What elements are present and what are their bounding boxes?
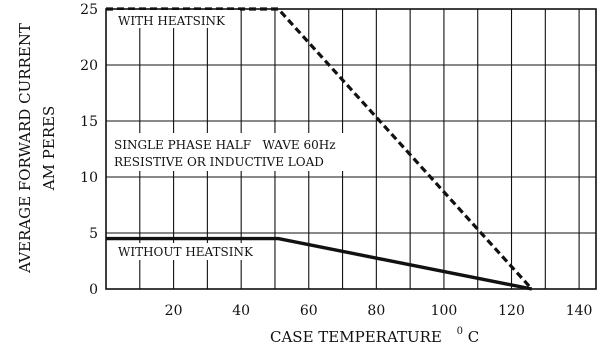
y-tick-label: 5: [89, 226, 98, 242]
annotation-bg: [110, 133, 370, 171]
y-axis-title-line-2: AM PERES: [40, 106, 58, 192]
series-line-without-heatsink: [106, 236, 533, 291]
x-tick-label: 120: [498, 303, 525, 319]
y-tick-label: 20: [80, 58, 98, 74]
y-axis-title-line-1: AVERAGE FORWARD CURRENT: [16, 23, 34, 274]
annotation-line-2: RESISTIVE OR INDUCTIVE LOAD: [114, 155, 324, 169]
x-axis-title: CASE TEMPERATURE 0 C: [270, 320, 479, 346]
x-tick-label: 60: [300, 303, 318, 319]
x-axis-title-text: CASE TEMPERATURE: [270, 328, 442, 346]
without-heatsink-label: WITHOUT HEATSINK: [118, 245, 254, 259]
x-tick-label: 80: [367, 303, 385, 319]
y-tick-label: 25: [80, 2, 98, 18]
y-tick-label: 15: [80, 114, 98, 130]
x-tick-label: 20: [165, 303, 183, 319]
without-heatsink-label-bg: [114, 243, 264, 260]
y-tick-label: 0: [89, 282, 98, 298]
with-heatsink-label-bg: [114, 10, 240, 28]
tick-labels: 20 40 60 80 100 120 140 0 5 10 15 20 25: [80, 2, 592, 319]
x-tick-label: 140: [566, 303, 593, 319]
series-line-with-heatsink: [106, 7, 533, 291]
with-heatsink-label: WITH HEATSINK: [118, 14, 226, 28]
annotation-line-1: SINGLE PHASE HALF WAVE 60Hz: [114, 138, 336, 152]
x-axis-unit-degree: 0: [457, 326, 463, 337]
y-tick-label: 10: [80, 170, 98, 186]
x-tick-label: 40: [232, 303, 250, 319]
x-tick-label: 100: [431, 303, 458, 319]
grid-lines: [105, 8, 597, 290]
x-axis-unit: C: [468, 328, 479, 346]
plot-frame: [105, 8, 597, 290]
series-lines: [106, 7, 533, 291]
